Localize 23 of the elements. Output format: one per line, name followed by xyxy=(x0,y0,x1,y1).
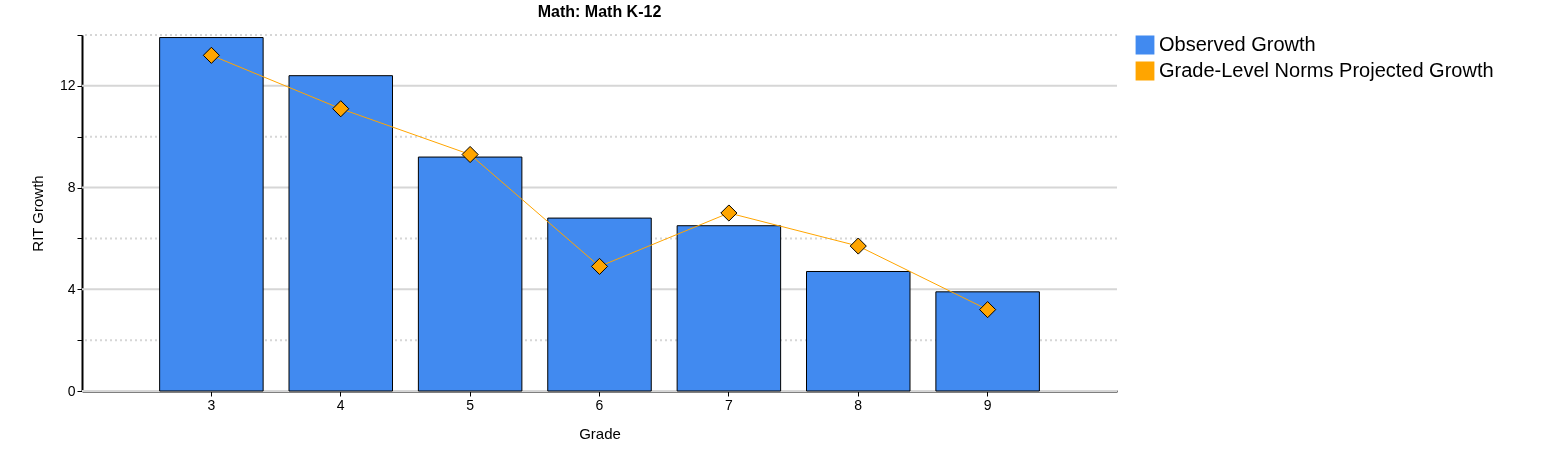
y-tick-label: 4 xyxy=(67,280,76,297)
x-tick-label: 6 xyxy=(595,396,604,413)
x-tick-label: 7 xyxy=(724,396,733,413)
x-tick-label: 4 xyxy=(336,396,345,413)
x-tick-label: 8 xyxy=(854,396,863,413)
legend-label: Grade-Level Norms Projected Growth xyxy=(1159,59,1494,81)
y-axis-title: RIT Growth xyxy=(28,175,46,252)
x-tick-label: 3 xyxy=(207,396,216,413)
point xyxy=(590,257,609,275)
x-tick-label: 9 xyxy=(983,396,992,413)
x-tick-label: 5 xyxy=(466,396,475,413)
point xyxy=(332,100,350,118)
y-tick-label: 8 xyxy=(67,179,76,196)
point xyxy=(979,301,997,319)
point xyxy=(720,204,738,222)
point xyxy=(461,145,479,164)
y-tick-label: 0 xyxy=(67,382,76,399)
point xyxy=(202,46,220,64)
chart-title: Math: Math K-12 xyxy=(537,3,662,20)
y-tick-label: 12 xyxy=(59,77,76,94)
x-axis-title: Grade xyxy=(579,424,621,442)
point xyxy=(849,237,867,255)
legend-label: Observed Growth xyxy=(1159,33,1316,55)
